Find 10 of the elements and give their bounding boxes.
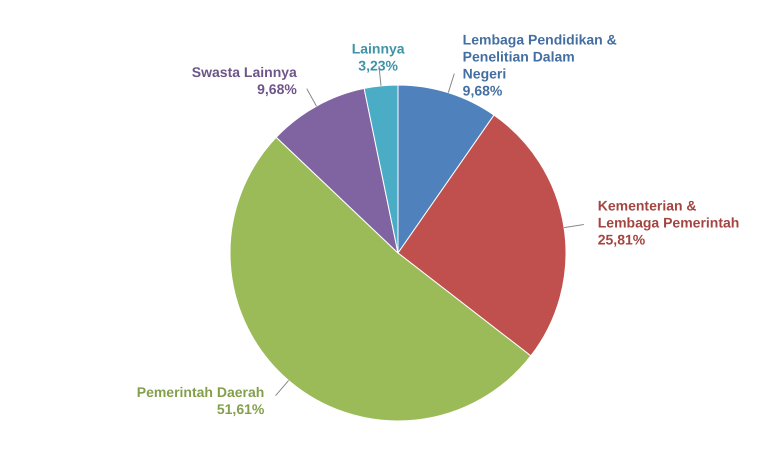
slice-label: Lembaga Pendidikan & Penelitian Dalam Negeri — [462, 31, 617, 82]
data-label: 51,61% — [216, 400, 265, 417]
slice-label: Pemerintah Daerah — [136, 384, 264, 400]
slice-label: Swasta Lainnya — [192, 64, 298, 80]
slice-label: Lainnya — [352, 40, 405, 56]
slice-label: Kementerian & Lembaga Pemerintah — [598, 197, 740, 230]
data-label: 25,81% — [598, 231, 646, 248]
data-label: 3,23% — [358, 57, 399, 74]
data-label: 9,68% — [257, 80, 298, 97]
data-label: 9,68% — [462, 82, 503, 98]
